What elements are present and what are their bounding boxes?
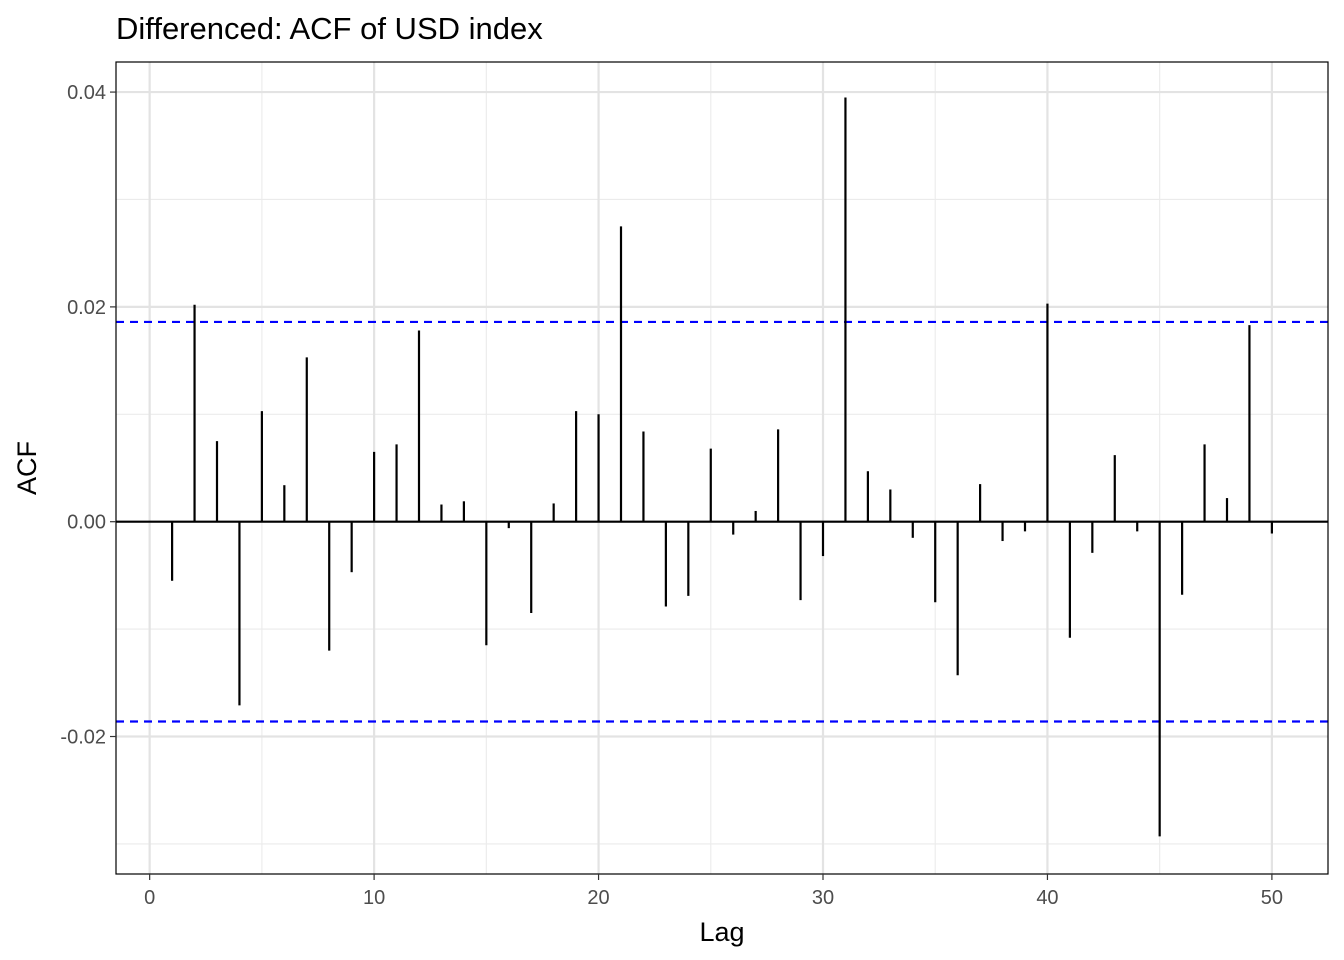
chart-title: Differenced: ACF of USD index	[116, 11, 543, 46]
y-tick-label: -0.02	[60, 727, 106, 749]
y-tick-label: 0.04	[67, 82, 106, 104]
y-axis: -0.02 0.00 0.02 0.04	[60, 82, 116, 749]
x-tick-label: 30	[812, 887, 834, 909]
y-tick-label: 0.02	[67, 297, 106, 319]
x-tick-label: 40	[1036, 887, 1058, 909]
y-axis-title: ACF	[12, 441, 42, 495]
acf-bars	[171, 97, 1273, 837]
y-tick-label: 0.00	[67, 512, 106, 534]
x-axis-title: Lag	[699, 917, 744, 947]
panel-border	[115, 61, 1329, 875]
x-tick-label: 20	[587, 887, 609, 909]
x-axis: 0 10 20 30 40 50	[144, 874, 1283, 909]
x-tick-label: 50	[1261, 887, 1283, 909]
x-tick-label: 10	[363, 887, 385, 909]
x-tick-label: 0	[144, 887, 155, 909]
confidence-bounds	[116, 320, 1328, 723]
grid-lines	[116, 62, 1328, 874]
